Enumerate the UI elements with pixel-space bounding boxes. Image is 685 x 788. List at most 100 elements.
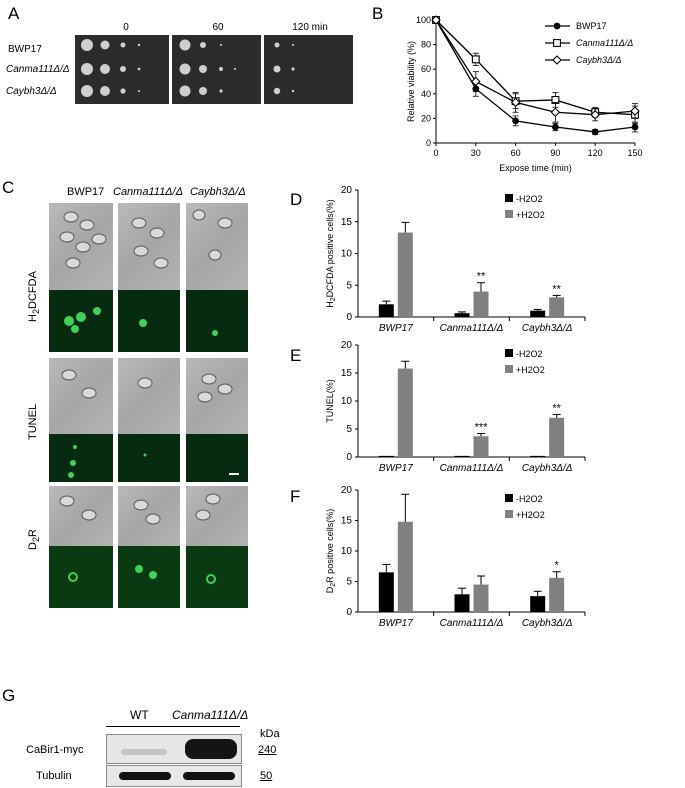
data-point [471,76,481,87]
panel-label-f: F [290,487,301,506]
panel-label-c: C [2,178,15,197]
data-point [591,128,599,136]
bar [454,455,470,457]
legend-swatch [505,210,513,218]
blot-row-label-cabir1: CaBir1-myc [26,744,84,756]
data-point [431,15,441,25]
category-label: Canma111Δ/Δ [440,323,504,334]
bar [473,584,489,612]
significance-marker: ** [477,271,486,283]
row-label-tunel: TUNEL [27,403,39,440]
blot-column-canma111: Canma111Δ/Δ [172,708,249,722]
bar [378,455,394,457]
y-tick-label: 0 [346,312,352,323]
strain-label-caybh3: Caybh3Δ/Δ [6,86,57,97]
blot-image-cabir1 [106,734,242,764]
bar [454,313,470,317]
category-label: Canma111Δ/Δ [440,618,504,629]
fluorescence-image-d2r-bwp17 [49,546,113,608]
time-label-60: 60 [212,22,224,33]
blot-column-wt: WT [130,708,149,722]
x-tick-label: 0 [433,148,438,158]
blot-row-label-tubulin: Tubulin [36,770,72,782]
legend-label: -H2O2 [516,494,543,504]
legend-label: +H2O2 [516,510,545,520]
significance-marker: ** [552,402,561,414]
series-line [435,19,636,116]
bar [549,577,565,612]
panel-label-e: E [290,346,302,365]
row-label-h2dcfda: H2DCFDA [27,271,42,322]
legend-label: Caybh3Δ/Δ [576,55,622,65]
y-tick-label: 0 [426,138,431,148]
fluorescence-image-tunel-canma111 [118,434,180,482]
x-axis-label: Expose time (min) [499,163,572,173]
legend-label: -H2O2 [516,194,543,204]
spot-colonies [81,39,295,97]
y-axis-label: TUNEL(%) [325,379,335,423]
bar [378,572,394,612]
data-point [552,123,559,131]
dic-image-h2dcfda-canma111 [118,203,180,290]
y-tick-label: 5 [346,424,352,435]
y-axis-label: Relative viability (%) [406,41,416,122]
cell-overlays [59,209,239,584]
chart-d: 0 5 10 15 20 H2DCFDA positive cells(%) BWP17 **… [325,185,586,334]
category-label: BWP17 [379,323,413,334]
category-label: Caybh3Δ/Δ [522,323,573,334]
y-tick-label: 10 [341,396,353,407]
x-tick-label: 120 [588,148,603,158]
bar [549,417,565,457]
panel-label-g: G [2,686,16,705]
bar [473,291,489,317]
y-tick-label: 10 [341,546,353,557]
legend-label: -H2O2 [516,349,543,359]
dic-image-tunel-caybh3 [186,358,248,434]
legend-swatch [505,510,513,518]
chart-f: 0 5 10 15 20 D2R positive cells(%) BWP17 Canma1… [325,485,586,629]
legend-label: BWP17 [576,21,607,31]
y-tick-label: 15 [341,516,353,527]
y-tick-label: 10 [341,249,353,260]
chart-e: 0 5 10 15 20 TUNEL(%) BWP17 *** Canma111Δ/Δ ** Cay… [325,340,586,474]
blot-band-wt-cabir1 [121,749,167,755]
data-point [553,22,561,30]
blot-kda-label: kDa [260,728,280,740]
blot-kda-240: 240 [258,744,277,756]
y-tick-label: 80 [421,40,431,50]
category-label: Caybh3Δ/Δ [522,618,573,629]
column-label-canma111: Canma111Δ/Δ [113,186,183,198]
legend-label: Canma111Δ/Δ [576,38,633,48]
category-label: Caybh3Δ/Δ [522,463,573,474]
x-tick-label: 90 [550,148,560,158]
y-tick-label: 15 [341,217,353,228]
y-tick-label: 20 [341,340,353,351]
data-point [553,39,561,47]
data-point [550,107,561,118]
dic-image-d2r-bwp17 [49,486,113,546]
series-line [435,19,636,133]
category-label: Canma111Δ/Δ [440,463,504,474]
blot-band-canma111-cabir1 [185,739,237,759]
series-line [435,19,636,116]
x-tick-label: 150 [627,148,642,158]
fluorescence-image-h2dcfda-caybh3 [186,290,248,352]
column-label-caybh3: Caybh3Δ/Δ [190,186,246,198]
y-tick-label: 60 [421,64,431,74]
bar [530,455,546,457]
chart-b: 0 20 40 60 80 100 0 30 60 90 120 150 Expose time (mi… [406,15,643,173]
legend-swatch [505,194,513,202]
strain-label-canma111: Canma111Δ/Δ [6,64,70,75]
time-label-120: 120 min [292,22,328,33]
data-point [552,55,562,65]
blot-band-canma111-tubulin [183,772,235,780]
strain-label-bwp17: BWP17 [8,44,42,55]
column-label-bwp17: BWP17 [67,186,105,198]
data-point [512,117,519,125]
row-label-d2r: D2R [27,529,42,550]
legend-swatch [505,349,513,357]
x-tick-label: 60 [511,148,521,158]
significance-marker: * [555,560,560,572]
significance-marker: ** [552,283,561,295]
x-tick-label: 30 [471,148,481,158]
